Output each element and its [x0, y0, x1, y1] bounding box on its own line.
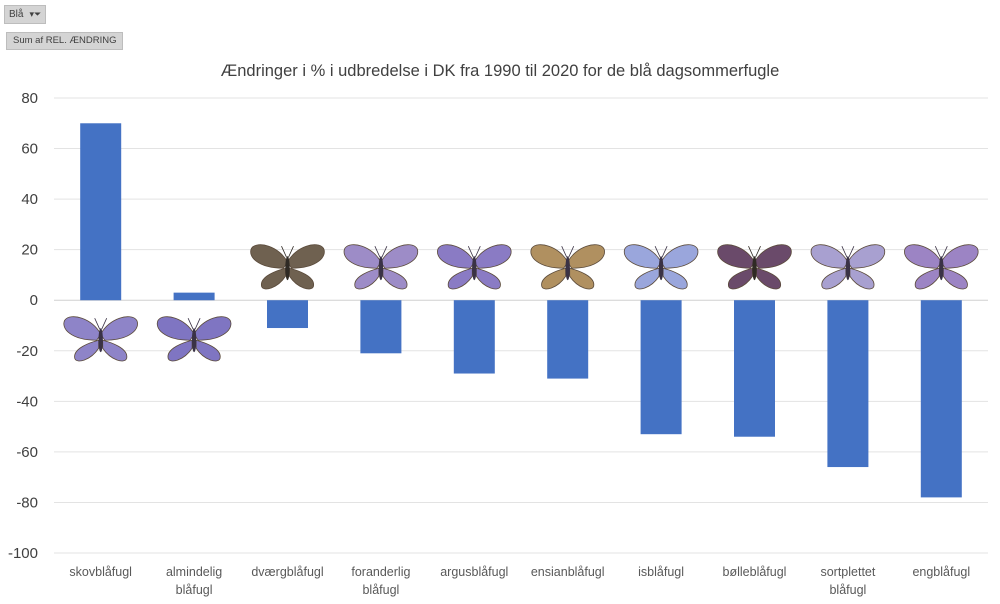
y-tick-label: 20 — [21, 242, 38, 259]
x-tick-label: bølleblåfugl — [723, 565, 787, 579]
chart-title: Ændringer i % i udbredelse i DK fra 1990… — [221, 62, 780, 80]
bar — [547, 300, 589, 379]
x-tick-label: engblåfugl — [912, 565, 970, 579]
engblåfugl-butterfly-icon — [904, 244, 979, 290]
bars — [80, 123, 962, 498]
y-tick-label: 0 — [30, 292, 38, 309]
bar — [920, 300, 962, 498]
y-tick-label: 40 — [21, 191, 38, 208]
y-tick-label: -100 — [8, 545, 38, 562]
x-tick-label: foranderlig blåfugl — [351, 565, 410, 597]
dværgblåfugl-butterfly-icon — [250, 244, 325, 290]
almindelig-blåfugl-butterfly-icon — [156, 316, 232, 362]
x-tick-label: skovblåfugl — [69, 565, 132, 579]
x-tick-label: dværgblåfugl — [251, 565, 323, 579]
filter-dropdown-icon: ▾⏷ — [29, 9, 42, 19]
x-tick-label: argusblåfugl — [440, 565, 508, 579]
filter-label: Blå — [9, 9, 24, 20]
y-tick-label: -80 — [16, 494, 38, 511]
y-tick-label: -60 — [16, 444, 38, 461]
sortplettet-blåfugl-butterfly-icon — [810, 244, 886, 290]
value-field-button[interactable]: Sum af REL. ÆNDRING — [6, 32, 124, 50]
y-tick-label: 80 — [21, 90, 38, 107]
isblåfugl-butterfly-icon — [623, 244, 699, 290]
x-tick-label: almindelig blåfugl — [166, 565, 222, 597]
bar — [173, 292, 215, 301]
bølleblåfugl-butterfly-icon — [717, 244, 792, 290]
x-tick-label: isblåfugl — [638, 565, 684, 579]
value-field-label: Sum af REL. ÆNDRING — [13, 35, 117, 46]
argusblåfugl-butterfly-icon — [437, 244, 512, 290]
bar — [360, 300, 402, 354]
ensianblåfugl-butterfly-icon — [530, 244, 605, 290]
y-tick-label: -40 — [16, 393, 38, 410]
foranderlig-blåfugl-butterfly-icon — [343, 244, 419, 290]
filter-button[interactable]: Blå ▾⏷ — [4, 5, 47, 24]
skovblåfugl-butterfly-icon — [63, 316, 138, 362]
y-tick-label: -20 — [16, 343, 38, 360]
bar — [453, 300, 495, 374]
y-tick-label: 60 — [21, 141, 38, 158]
y-axis: 80 60 40 20 0 -20 -40 -60 -80 -100 — [8, 90, 38, 562]
bar — [827, 300, 869, 468]
x-tick-label: ensianblåfugl — [531, 565, 605, 579]
bar — [80, 123, 122, 301]
x-tick-label: sortplettet blåfugl — [820, 565, 875, 597]
bar — [734, 300, 775, 437]
x-axis: skovblåfugl almindelig blåfugl dværgblåfugl… — [69, 565, 970, 597]
bar — [267, 300, 308, 329]
butterfly-icons — [63, 244, 979, 362]
bar — [640, 300, 682, 435]
